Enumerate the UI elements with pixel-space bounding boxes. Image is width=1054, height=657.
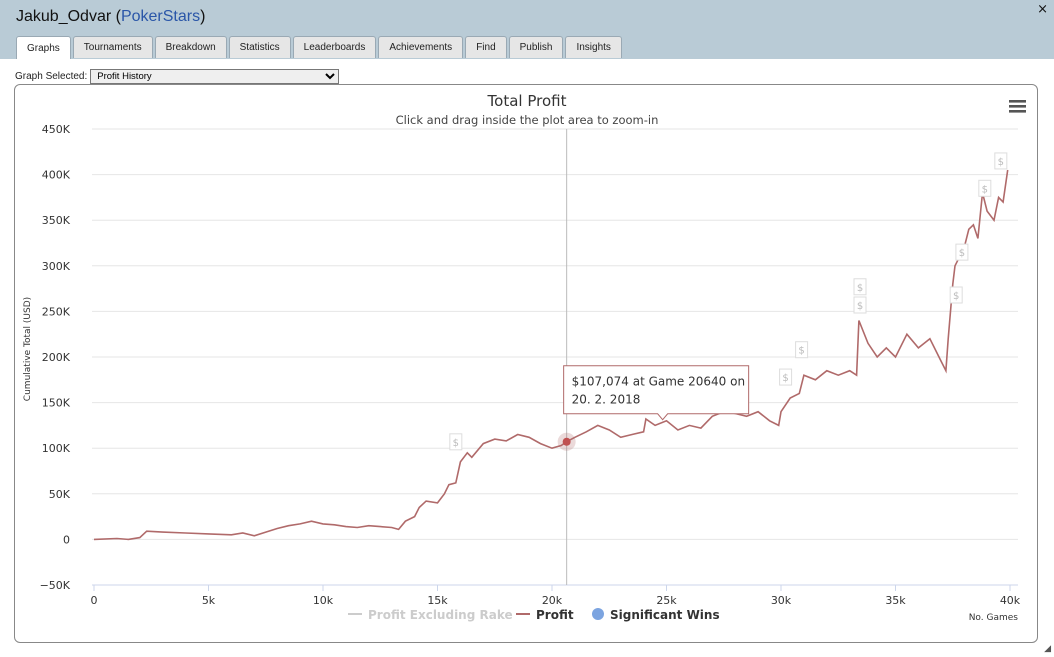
tooltip-line-2: 20. 2. 2018 (572, 393, 641, 407)
win-marker-glyph: $ (998, 157, 1004, 168)
graph-selector: Graph Selected: Profit History (15, 69, 340, 84)
win-marker (779, 368, 793, 386)
tab-leaderboards[interactable]: Leaderboards (292, 36, 377, 58)
y-tick-label: 250K (42, 305, 71, 318)
graph-selector-label: Graph Selected: (15, 71, 88, 82)
win-marker-glyph: $ (982, 184, 988, 195)
win-marker (449, 433, 463, 451)
close-icon[interactable]: × (1037, 2, 1048, 17)
chart-subtitle: Click and drag inside the plot area to z… (396, 113, 659, 127)
tab-find[interactable]: Find (465, 36, 507, 58)
grid-lines (92, 128, 1018, 586)
window-header: Jakub_Odvar (PokerStars) × Graphs Tourna… (0, 0, 1054, 60)
y-tick-label: 100K (42, 442, 71, 455)
y-tick-label: 50K (49, 488, 71, 501)
y-tick-label: 150K (42, 397, 71, 410)
y-axis-ticks: −50K 0 50K 100K 150K 200K 250K 300K 350K 400K 450K (40, 123, 71, 592)
win-marker (955, 243, 969, 261)
y-tick-label: 200K (42, 351, 71, 364)
x-tick-label: 15k (427, 594, 448, 607)
tab-bar: Graphs Tournaments Breakdown Statistics … (16, 36, 622, 60)
x-tick-label: 10k (313, 594, 334, 607)
win-marker-glyph: $ (953, 291, 959, 302)
win-marker (853, 278, 867, 296)
tooltip-box (563, 365, 750, 421)
site-paren-close: ) (200, 8, 206, 25)
win-marker-glyph: $ (959, 248, 965, 259)
win-marker (853, 296, 867, 314)
legend-profit-excluding-rake: Profit Excluding Rake (368, 608, 513, 622)
profit-chart[interactable]: Total Profit Click and drag inside the p… (15, 85, 1037, 642)
legend-significant-wins: Significant Wins (610, 608, 720, 622)
hamburger-menu-icon[interactable] (1009, 100, 1026, 113)
window-title: Jakub_Odvar (PokerStars) (16, 8, 205, 26)
y-tick-label: 350K (42, 214, 71, 227)
tab-breakdown[interactable]: Breakdown (154, 36, 227, 58)
x-tick-label: 40k (1000, 594, 1021, 607)
tooltip: $107,074 at Game 20640 on 20. 2. 2018 (563, 365, 750, 421)
win-marker (949, 286, 963, 304)
y-tick-label: 400K (42, 169, 71, 182)
tab-publish[interactable]: Publish (508, 36, 564, 58)
tooltip-line-1: $107,074 at Game 20640 on (572, 375, 745, 389)
tab-graphs[interactable]: Graphs (16, 36, 71, 60)
y-axis-label: Cumulative Total (USD) (23, 297, 33, 401)
x-tick-label: 25k (656, 594, 677, 607)
x-axis-label: No. Games (969, 613, 1019, 623)
significant-wins-markers: $ $ $ $ $ $ $ $ $ (449, 152, 1008, 451)
y-tick-label: −50K (40, 579, 71, 592)
tab-tournaments[interactable]: Tournaments (72, 36, 153, 58)
legend-dot-significant-wins (592, 608, 604, 620)
x-axis: 0 5k 10k 15k 20k 25k 30k 35k 40k (91, 584, 1021, 607)
legend: Profit Excluding Rake Profit Significant W… (348, 608, 720, 622)
win-marker-glyph: $ (782, 373, 788, 384)
legend-profit: Profit (536, 608, 574, 622)
win-marker (978, 179, 992, 197)
win-marker-glyph: $ (857, 301, 863, 312)
tab-insights[interactable]: Insights (565, 36, 622, 58)
win-marker-glyph: $ (857, 283, 863, 294)
chart-title: Total Profit (487, 92, 567, 110)
x-tick-label: 30k (771, 594, 792, 607)
hover-point (557, 432, 576, 451)
win-marker (795, 341, 809, 359)
tab-achievements[interactable]: Achievements (378, 36, 464, 58)
graph-select[interactable]: Profit History (90, 69, 340, 84)
x-tick-label: 5k (202, 594, 216, 607)
win-marker-glyph: $ (798, 346, 804, 357)
chart-container: Total Profit Click and drag inside the p… (14, 84, 1038, 643)
graphs-panel: Graph Selected: Profit History Total Pro… (0, 59, 1054, 657)
y-tick-label: 300K (42, 260, 71, 273)
x-tick-label: 0 (91, 594, 98, 607)
player-name: Jakub_Odvar (16, 8, 112, 25)
x-tick-label: 35k (885, 594, 906, 607)
y-tick-label: 450K (42, 123, 71, 136)
tab-statistics[interactable]: Statistics (228, 36, 291, 58)
y-tick-label: 0 (63, 533, 70, 546)
site-paren-open: ( (115, 8, 121, 25)
resize-grip-icon[interactable]: ◢ (1044, 644, 1051, 654)
profit-series-line[interactable] (93, 169, 1009, 541)
x-tick-label: 20k (542, 594, 563, 607)
hover-dot (562, 437, 571, 446)
win-marker (994, 152, 1008, 170)
win-marker-glyph: $ (453, 438, 459, 449)
site-name[interactable]: PokerStars (120, 8, 201, 25)
